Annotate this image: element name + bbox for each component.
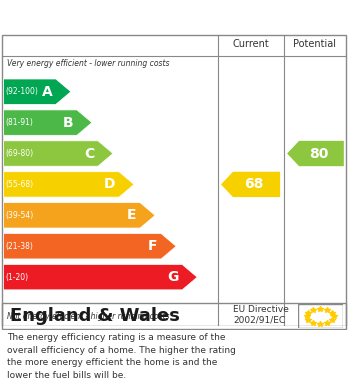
Text: (1-20): (1-20) xyxy=(5,273,28,282)
Text: B: B xyxy=(63,116,73,129)
Text: D: D xyxy=(104,178,116,192)
Text: Energy Efficiency Rating: Energy Efficiency Rating xyxy=(60,5,288,23)
Polygon shape xyxy=(3,203,155,228)
Text: E: E xyxy=(127,208,137,222)
Text: EU Directive
2002/91/EC: EU Directive 2002/91/EC xyxy=(233,305,289,325)
Text: G: G xyxy=(167,270,179,284)
Text: (39-54): (39-54) xyxy=(5,211,33,220)
Text: (21-38): (21-38) xyxy=(5,242,33,251)
Text: (69-80): (69-80) xyxy=(5,149,33,158)
Polygon shape xyxy=(3,141,113,166)
Text: (92-100): (92-100) xyxy=(5,87,38,96)
Polygon shape xyxy=(3,233,176,259)
Text: Current: Current xyxy=(232,39,269,49)
Polygon shape xyxy=(3,172,134,197)
Text: Not energy efficient - higher running costs: Not energy efficient - higher running co… xyxy=(7,312,169,321)
Text: Very energy efficient - lower running costs: Very energy efficient - lower running co… xyxy=(7,59,169,68)
Text: A: A xyxy=(42,85,53,99)
Text: The energy efficiency rating is a measure of the
overall efficiency of a home. T: The energy efficiency rating is a measur… xyxy=(7,334,236,380)
Text: 68: 68 xyxy=(244,178,264,192)
Text: C: C xyxy=(84,147,95,161)
Text: (55-68): (55-68) xyxy=(5,180,33,189)
Text: Potential: Potential xyxy=(293,39,335,49)
Polygon shape xyxy=(3,110,92,135)
Text: England & Wales: England & Wales xyxy=(10,307,180,325)
Polygon shape xyxy=(221,172,280,197)
Text: (81-91): (81-91) xyxy=(5,118,33,127)
Text: 80: 80 xyxy=(309,147,329,161)
Polygon shape xyxy=(3,264,197,290)
Polygon shape xyxy=(3,79,71,104)
Polygon shape xyxy=(287,141,344,166)
Text: F: F xyxy=(148,239,158,253)
